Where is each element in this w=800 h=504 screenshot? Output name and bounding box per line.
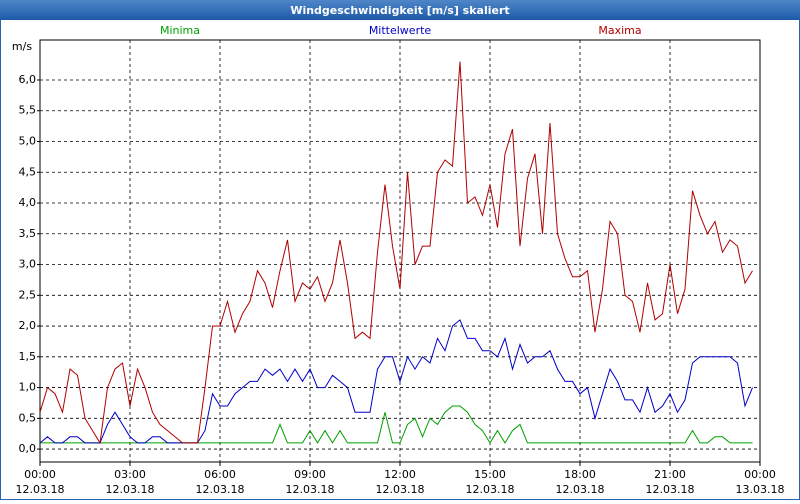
y-tick-label: 5,0 (19, 135, 37, 148)
x-tick-date: 12.03.18 (106, 483, 155, 496)
title-bar (0, 0, 800, 20)
y-axis-label: m/s (12, 40, 32, 53)
x-tick-date: 12.03.18 (646, 483, 695, 496)
x-tick-label: 18:00 (564, 468, 596, 481)
y-tick-label: 3,0 (19, 258, 37, 271)
y-tick-label: 3,5 (19, 227, 37, 240)
y-tick-label: 5,5 (19, 104, 37, 117)
series-line (39, 319, 753, 444)
legend-entry: Maxima (598, 24, 641, 37)
legend-entry: Mittelwerte (369, 24, 432, 37)
y-tick-label: 2,5 (19, 288, 37, 301)
y-tick-label: 4,0 (19, 196, 37, 209)
x-tick-label: 15:00 (474, 468, 506, 481)
x-tick-date: 12.03.18 (16, 483, 65, 496)
y-tick-label: 1,5 (19, 350, 37, 363)
chart-title: Windgeschwindigkeit [m/s] skaliert (290, 4, 509, 17)
y-tick-label: 2,0 (19, 319, 37, 332)
legend-entry: Minima (160, 24, 200, 37)
x-tick-label: 21:00 (654, 468, 686, 481)
series-line (40, 405, 753, 444)
x-tick-date: 12.03.18 (466, 483, 515, 496)
x-tick-date: 12.03.18 (196, 483, 245, 496)
x-tick-label: 00:00 (24, 468, 56, 481)
x-tick-label: 09:00 (294, 468, 326, 481)
series-line (39, 61, 753, 445)
x-tick-date: 12.03.18 (286, 483, 335, 496)
x-tick-label: 03:00 (114, 468, 146, 481)
y-tick-label: 6,0 (19, 73, 37, 86)
x-tick-label: 06:00 (204, 468, 236, 481)
x-tick-date: 13.03.18 (736, 483, 785, 496)
x-tick-label: 12:00 (384, 468, 416, 481)
x-tick-label: 00:00 (744, 468, 776, 481)
y-tick-label: 4,5 (19, 165, 37, 178)
y-tick-label: 0,5 (19, 411, 37, 424)
y-tick-label: 1,0 (19, 381, 37, 394)
x-tick-date: 12.03.18 (556, 483, 605, 496)
x-tick-date: 12.03.18 (376, 483, 425, 496)
y-tick-label: 0,0 (19, 442, 37, 455)
